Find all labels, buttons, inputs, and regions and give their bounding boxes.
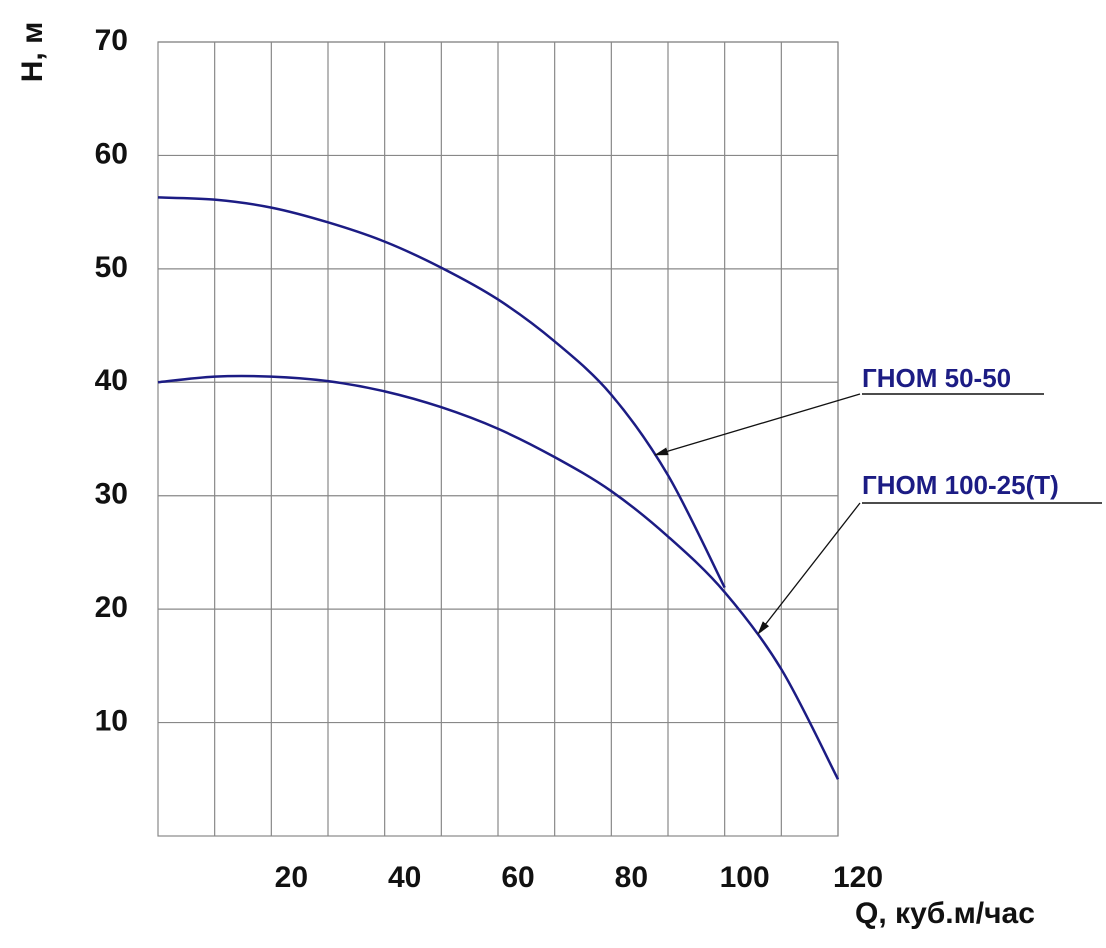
- y-tick-label: 70: [95, 24, 128, 57]
- x-tick-label: 40: [388, 861, 421, 894]
- series-line: [157, 196, 726, 589]
- label-arrow: [654, 393, 861, 456]
- x-tick-label: 20: [275, 861, 308, 894]
- series-label: ГНОМ 100-25(Т): [862, 470, 1059, 500]
- x-tick-label: 60: [501, 861, 534, 894]
- series-line: [157, 374, 840, 780]
- y-tick-label: 10: [95, 704, 128, 737]
- x-tick-label: 120: [833, 861, 883, 894]
- y-tick-label: 40: [95, 364, 128, 397]
- label-arrow: [757, 502, 861, 635]
- y-tick-label: 30: [95, 478, 128, 511]
- series-label: ГНОМ 50-50: [862, 363, 1011, 393]
- x-tick-label: 100: [720, 861, 770, 894]
- x-axis-label: Q, куб.м/час: [855, 897, 1035, 930]
- y-axis-label: H, м: [16, 22, 49, 83]
- x-tick-label: 80: [615, 861, 648, 894]
- y-tick-label: 60: [95, 137, 128, 170]
- y-tick-label: 20: [95, 591, 128, 624]
- y-tick-label: 50: [95, 251, 128, 284]
